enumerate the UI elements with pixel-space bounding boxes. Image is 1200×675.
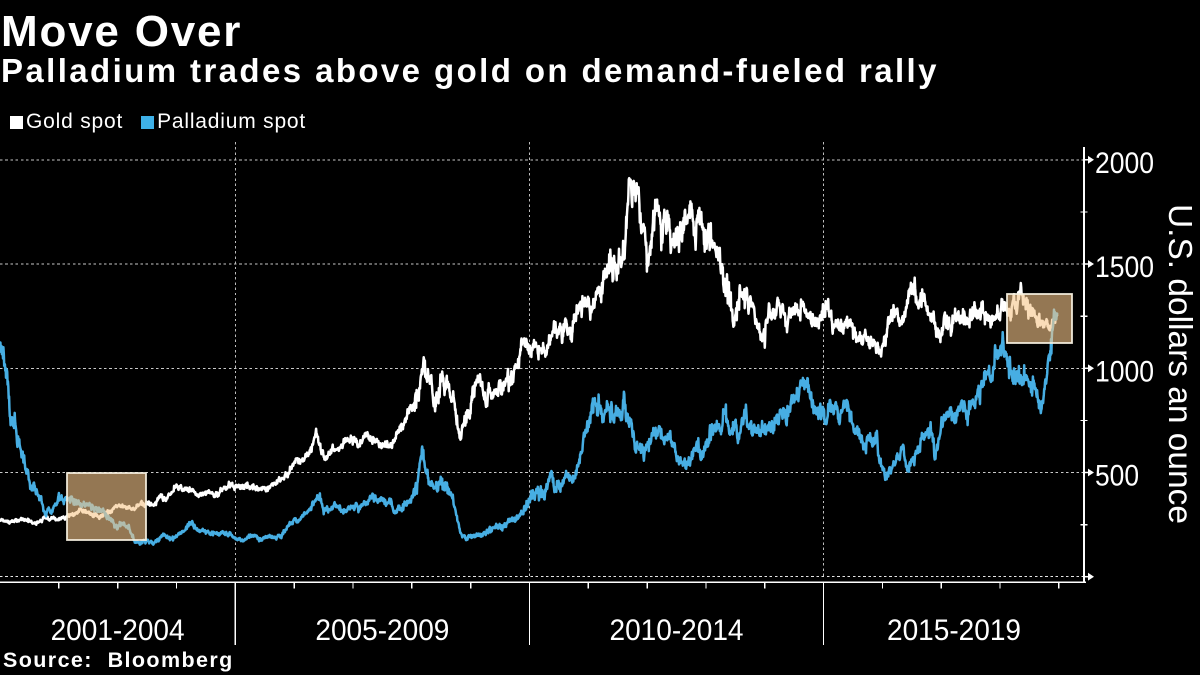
svg-text:2015-2019: 2015-2019	[887, 614, 1021, 647]
svg-text:1500: 1500	[1095, 251, 1154, 284]
svg-text:500: 500	[1095, 460, 1139, 493]
svg-text:2001-2004: 2001-2004	[51, 614, 185, 647]
svg-text:2010-2014: 2010-2014	[610, 614, 744, 647]
svg-text:2005-2009: 2005-2009	[315, 614, 449, 647]
svg-text:1000: 1000	[1095, 355, 1154, 388]
svg-text:2000: 2000	[1095, 147, 1154, 180]
svg-text:U.S. dollars an ounce: U.S. dollars an ounce	[1162, 204, 1199, 524]
